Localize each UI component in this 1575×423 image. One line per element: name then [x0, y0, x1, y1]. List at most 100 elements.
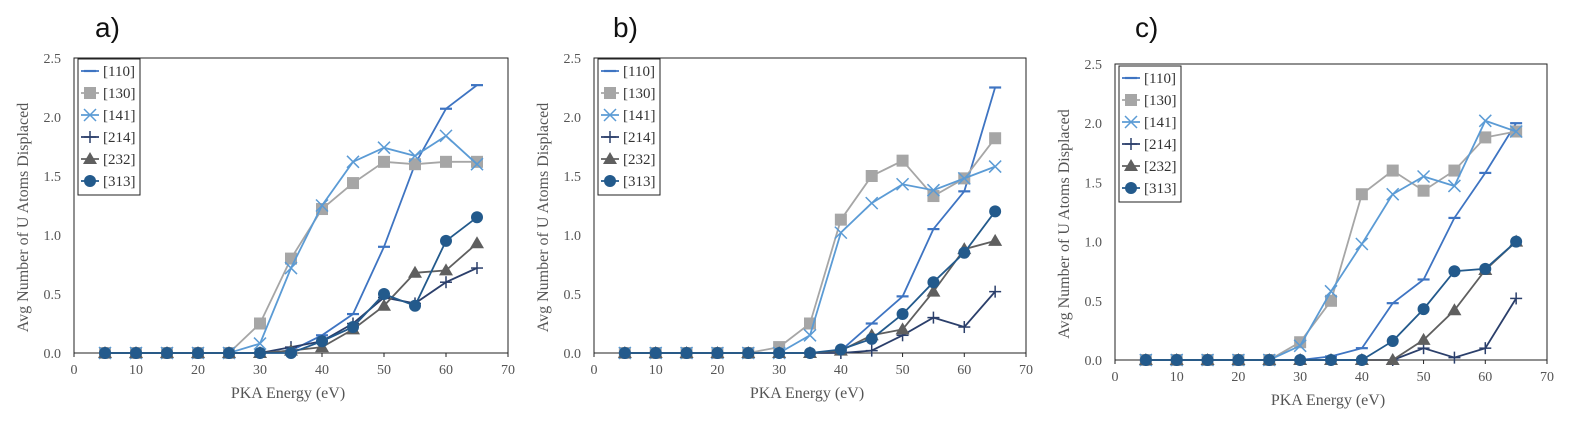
legend-box [1118, 65, 1182, 203]
y-tick-label: 1.0 [1085, 236, 1103, 251]
data-point [803, 328, 817, 342]
data-point [896, 154, 909, 167]
data-point [377, 298, 391, 311]
data-point [1416, 332, 1431, 345]
x-tick-label: 50 [377, 363, 391, 378]
data-point-stroke [470, 157, 484, 171]
data-point [1510, 235, 1523, 248]
series-313 [99, 211, 483, 359]
data-point [347, 177, 359, 190]
data-point [377, 141, 391, 155]
data-point [1139, 354, 1152, 366]
legend-label: [110] [1144, 71, 1176, 87]
data-point [865, 344, 878, 357]
data-point [439, 263, 453, 276]
x-tick-label: 20 [710, 363, 724, 378]
data-point [773, 347, 786, 359]
data-point [649, 347, 662, 359]
y-tick-label: 2.0 [1085, 117, 1103, 132]
data-point [1324, 284, 1338, 298]
x-tick-label: 10 [649, 363, 663, 378]
legend-label: [141] [623, 108, 656, 124]
data-point [865, 170, 878, 182]
data-point [1448, 265, 1461, 278]
x-axis-label: PKA Energy (eV) [750, 385, 864, 402]
data-point-stroke [957, 171, 971, 185]
data-point [988, 233, 1003, 246]
legend-marker [1124, 115, 1138, 129]
data-point [1232, 354, 1245, 366]
y-tick-label: 2.0 [564, 111, 582, 126]
data-point [347, 321, 359, 334]
legend-marker [84, 175, 96, 187]
data-point [254, 317, 266, 330]
y-tick-label: 1.5 [564, 170, 582, 185]
chart-panel-2: 0 10 20 30 40 50 60 70 0.0 0.5 1.0 1.5 2.0 2.5 PKA Ene… [1056, 58, 1554, 409]
x-tick-label: 0 [71, 363, 78, 378]
y-tick-label: 1.5 [1085, 176, 1103, 191]
data-point-stroke [315, 198, 329, 213]
data-point [1386, 164, 1399, 177]
data-point-stroke [377, 141, 391, 155]
legend-label: [214] [103, 130, 136, 146]
data-point [926, 284, 941, 297]
y-axis-label: Avg Number of U Atoms Displaced [1056, 109, 1073, 338]
data-point [865, 332, 878, 345]
legend-marker-stroke [1124, 115, 1138, 129]
y-tick-label: 2.5 [564, 52, 582, 67]
series-line [1145, 122, 1517, 361]
x-tick-label: 40 [315, 363, 329, 378]
data-point-stroke [253, 337, 267, 351]
data-point [1417, 303, 1430, 316]
chart-panel-1: 0 10 20 30 40 50 60 70 0.0 0.5 1.0 1.5 2.0 2.5 PKA Ene… [535, 52, 1033, 402]
legend-marker [603, 108, 617, 122]
data-point [223, 347, 235, 359]
legend-label: [313] [103, 174, 136, 190]
x-tick-label: 60 [957, 363, 971, 378]
chart-panel-0: 0 10 20 30 40 50 60 70 0.0 0.5 1.0 1.5 2.0 2.5 PKA Ene… [15, 52, 515, 402]
series-130 [618, 132, 1002, 359]
data-point [316, 335, 328, 348]
data-point [346, 155, 360, 169]
x-tick-label: 70 [501, 363, 515, 378]
y-tick-label: 0.0 [564, 347, 582, 362]
data-point [989, 205, 1002, 218]
y-tick-label: 1.0 [564, 229, 582, 244]
data-point [927, 311, 940, 324]
y-tick-label: 0.5 [44, 288, 62, 303]
data-point [1448, 351, 1461, 364]
legend-label: [130] [103, 86, 136, 102]
data-point [1355, 188, 1368, 201]
x-axis-label: PKA Energy (eV) [231, 385, 345, 402]
y-tick-label: 1.5 [44, 170, 62, 185]
data-point-stroke [408, 149, 422, 163]
panel-label-a: a) [95, 12, 120, 43]
series-line [1145, 297, 1517, 361]
legend-marker [83, 108, 97, 122]
data-point [470, 236, 484, 249]
x-tick-label: 30 [1293, 370, 1307, 385]
data-point-stroke [1417, 169, 1431, 184]
x-tick-label: 10 [1170, 370, 1184, 385]
x-tick-label: 60 [1478, 370, 1492, 385]
legend-label: [141] [103, 108, 136, 124]
data-point [284, 261, 298, 275]
data-point [834, 226, 848, 240]
x-axis-label: PKA Energy (eV) [1271, 392, 1385, 409]
y-tick-label: 0.5 [564, 288, 582, 303]
data-point [1201, 354, 1214, 366]
data-point [1479, 262, 1492, 275]
data-point [315, 198, 329, 213]
data-point [409, 158, 421, 171]
data-point [989, 285, 1002, 298]
x-tick-label: 50 [896, 363, 910, 378]
x-tick-label: 60 [439, 363, 453, 378]
legend-label: [214] [623, 130, 656, 146]
legend-label: [110] [623, 64, 655, 80]
data-point [378, 288, 390, 300]
data-point [408, 265, 422, 278]
x-tick-label: 40 [1355, 370, 1369, 385]
series-313 [1139, 235, 1523, 366]
legend-marker [1124, 159, 1138, 171]
legend-label: [232] [103, 152, 136, 168]
